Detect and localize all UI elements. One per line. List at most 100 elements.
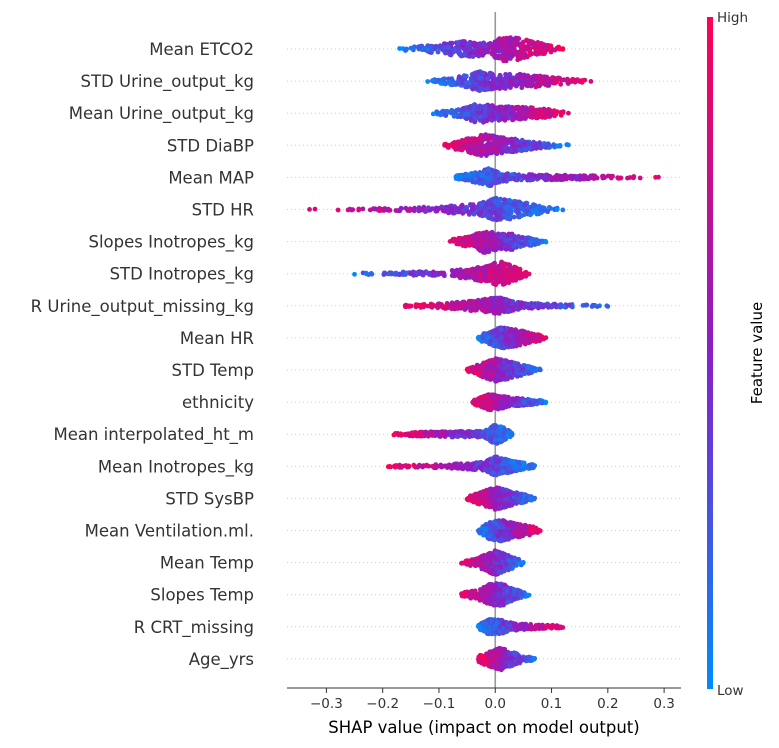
shap-point: [526, 42, 532, 48]
shap-point: [519, 329, 525, 334]
shap-point: [472, 267, 478, 273]
shap-point: [487, 277, 493, 283]
shap-point: [483, 103, 488, 109]
shap-point: [504, 238, 510, 243]
shap-point: [535, 76, 540, 81]
shap-point: [449, 108, 454, 114]
shap-point: [425, 43, 431, 48]
shap-point: [497, 137, 503, 143]
shap-point: [496, 212, 502, 218]
shap-point: [656, 174, 661, 180]
shap-point: [502, 108, 508, 113]
shap-point: [499, 40, 505, 46]
shap-point: [504, 137, 510, 143]
shap-point: [509, 233, 514, 239]
shap-point: [485, 134, 491, 140]
shap-point: [366, 272, 371, 277]
shap-point: [449, 206, 455, 212]
shap-point: [501, 201, 507, 206]
shap-point: [397, 46, 402, 51]
shap-point: [459, 202, 465, 208]
shap-point: [450, 82, 456, 88]
shap-point: [377, 208, 383, 214]
shap-point: [450, 141, 456, 146]
shap-point: [505, 211, 511, 217]
shap-point: [449, 273, 455, 278]
shap-point: [446, 45, 451, 50]
shap-point: [579, 79, 585, 85]
shap-point: [506, 280, 512, 286]
shap-point: [490, 243, 495, 249]
shap-point: [485, 171, 490, 177]
shap-point: [513, 338, 519, 343]
shap-point: [459, 174, 464, 180]
shap-point: [488, 146, 493, 152]
shap-point: [525, 301, 531, 307]
shap-point: [492, 310, 498, 315]
shap-point: [520, 206, 525, 212]
shap-point: [482, 118, 488, 124]
shap-point: [382, 271, 387, 277]
shap-point: [307, 207, 312, 212]
shap-point: [551, 108, 557, 114]
shap-point: [425, 47, 431, 52]
shap-point: [590, 302, 596, 308]
shap-point: [556, 45, 562, 51]
shap-point: [522, 141, 528, 147]
shap-point: [527, 145, 533, 151]
shap-point: [416, 45, 421, 51]
shap-point: [498, 336, 504, 342]
shap-point: [509, 36, 515, 42]
shap-point: [520, 366, 526, 372]
shap-point: [525, 175, 531, 180]
shap-point: [438, 81, 444, 86]
shap-point: [549, 304, 555, 310]
shap-point: [476, 211, 482, 217]
shap-point: [492, 78, 498, 83]
shap-point: [493, 49, 498, 55]
shap-point: [560, 109, 566, 115]
shap-point: [475, 142, 481, 148]
shap-point: [493, 111, 499, 117]
shap-point: [438, 302, 444, 307]
shap-point: [442, 142, 447, 148]
shap-point: [397, 208, 403, 214]
shap-point: [500, 373, 506, 379]
shap-point: [434, 208, 440, 214]
shap-point: [464, 84, 470, 90]
shap-point: [493, 238, 498, 244]
shap-point: [534, 209, 540, 215]
shap-point: [505, 308, 511, 314]
shap-point: [455, 40, 461, 46]
shap-point: [492, 198, 498, 204]
shap-point: [569, 176, 575, 181]
shap-point: [531, 203, 537, 209]
shap-point: [515, 207, 521, 212]
shap-point: [494, 277, 499, 282]
shap-point: [473, 235, 479, 241]
shap-point: [499, 112, 504, 118]
shap-point: [514, 370, 519, 375]
shap-point: [507, 53, 513, 59]
shap-point: [533, 142, 539, 147]
shap-point: [501, 140, 506, 146]
shap-point: [435, 49, 441, 55]
shap-point: [477, 248, 483, 253]
shap-point: [567, 302, 572, 308]
shap-point: [488, 202, 493, 208]
shap-point: [505, 204, 511, 210]
shap-point: [528, 81, 533, 86]
shap-point: [517, 147, 523, 153]
shap-point: [484, 47, 489, 53]
shap-point: [475, 363, 481, 369]
shap-point: [503, 84, 508, 90]
shap-point: [454, 301, 460, 307]
shap-point: [539, 111, 545, 116]
shap-point: [472, 307, 478, 313]
shap-point: [512, 237, 517, 243]
shap-point: [485, 240, 490, 246]
shap-point: [496, 363, 502, 368]
shap-point: [454, 81, 460, 87]
shap-point: [468, 137, 474, 143]
shap-point: [575, 77, 580, 82]
